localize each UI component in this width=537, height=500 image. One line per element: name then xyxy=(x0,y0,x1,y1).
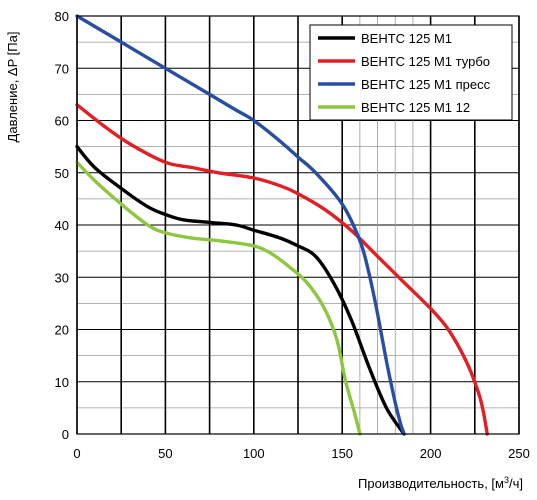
x-axis-title-sup: 3 xyxy=(504,475,509,485)
y-tick-label: 50 xyxy=(55,166,69,181)
x-tick-label: 200 xyxy=(420,446,442,461)
y-tick-label: 0 xyxy=(62,427,69,442)
legend-label-4: ВЕНТС 125 М1 12 xyxy=(361,100,470,115)
x-axis-title-main: Производительность, [м xyxy=(358,476,504,491)
x-tick-label: 0 xyxy=(73,446,80,461)
y-tick-labels: 0 10 20 30 40 50 60 70 80 xyxy=(55,9,69,442)
series-line-4 xyxy=(75,160,362,436)
x-axis-title: Производительность, [м3/ч] xyxy=(358,475,523,491)
series-line-2 xyxy=(75,103,489,436)
x-tick-label: 150 xyxy=(331,446,353,461)
legend-label-1: ВЕНТС 125 М1 xyxy=(361,31,452,46)
x-tick-label: 100 xyxy=(243,446,265,461)
y-tick-label: 80 xyxy=(55,9,69,24)
y-tick-label: 20 xyxy=(55,323,69,338)
legend-box xyxy=(309,24,513,121)
x-tick-labels: 0 50 100 150 200 250 xyxy=(73,446,529,461)
series-line-3 xyxy=(75,14,406,436)
legend-label-2: ВЕНТС 125 М1 турбо xyxy=(361,54,490,69)
plot-frame xyxy=(76,15,520,435)
legend-items: ВЕНТС 125 М1 ВЕНТС 125 М1 турбо ВЕНТС 125 … xyxy=(318,31,491,115)
series-line-1 xyxy=(75,144,406,436)
legend: ВЕНТС 125 М1 ВЕНТС 125 М1 турбо ВЕНТС 125 … xyxy=(309,24,513,121)
y-tick-label: 10 xyxy=(55,375,69,390)
y-tick-label: 70 xyxy=(55,61,69,76)
series-lines xyxy=(75,14,489,436)
x-axis-title-unit: /ч] xyxy=(509,476,523,491)
y-tick-label: 30 xyxy=(55,270,69,285)
y-tick-label: 60 xyxy=(55,114,69,129)
legend-label-3: ВЕНТС 125 М1 пресс xyxy=(361,77,491,92)
x-tick-label: 250 xyxy=(508,446,530,461)
x-tick-label: 50 xyxy=(158,446,172,461)
y-tick-label: 40 xyxy=(55,218,69,233)
y-axis-title: Давление, ΔP [Па] xyxy=(5,32,20,143)
